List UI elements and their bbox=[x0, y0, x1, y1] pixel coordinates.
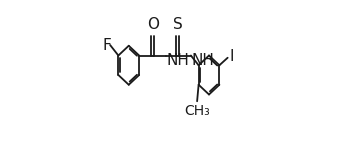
Text: S: S bbox=[172, 16, 182, 32]
Text: NH: NH bbox=[191, 53, 214, 68]
Text: I: I bbox=[229, 49, 234, 64]
Text: O: O bbox=[147, 16, 159, 32]
Text: NH: NH bbox=[167, 53, 190, 68]
Text: F: F bbox=[102, 38, 111, 52]
Text: CH₃: CH₃ bbox=[184, 104, 210, 118]
